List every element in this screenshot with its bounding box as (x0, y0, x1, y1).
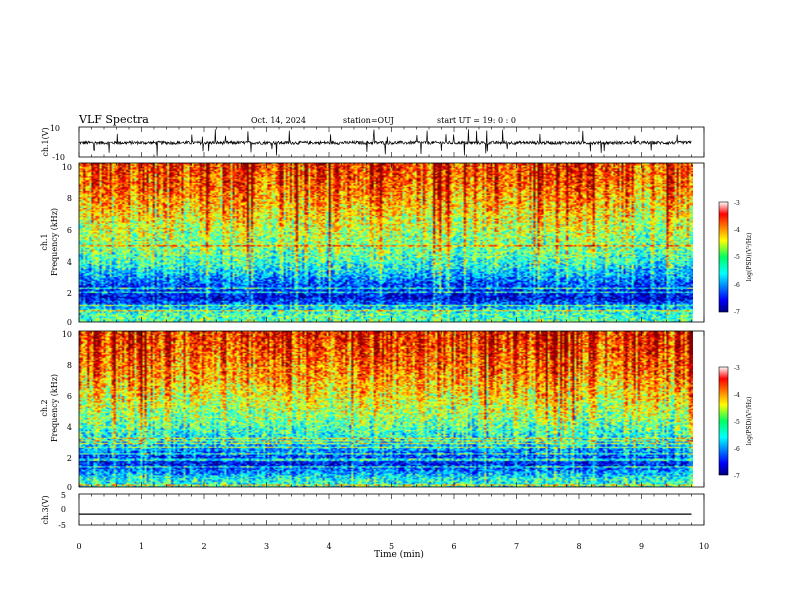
ch2-spectrogram-image (79, 331, 693, 487)
x-tick-label: 1 (139, 542, 144, 551)
x-tick-label: 6 (451, 542, 456, 551)
ch3-waveform-panel: 5 0 -5 ch.3(V) (41, 491, 705, 530)
header-date: Oct. 14, 2024 (251, 116, 306, 125)
x-tick-label: 3 (264, 542, 269, 551)
x-tick-label: 9 (639, 542, 644, 551)
ch2-freq-tick-2: 2 (67, 454, 72, 463)
header-station: station=OUJ (343, 116, 394, 125)
x-tick-label: 8 (576, 542, 581, 551)
ch2-cb-tick-m3: -3 (734, 365, 740, 372)
ch1-colorbar-label: log(PSD)(V²/Hz) (746, 233, 753, 282)
ch1-cb-tick-m4: -4 (734, 227, 740, 234)
ch1-waveform-line (78, 129, 692, 157)
ch2-freq-tick-0: 0 (67, 483, 72, 492)
x-tick-label: 2 (201, 542, 206, 551)
ch1-spectrogram-image (79, 163, 693, 322)
x-tick-labels: 0 1 2 3 4 5 6 7 8 9 10 (76, 542, 709, 551)
ch2-cb-tick-m4: -4 (734, 392, 740, 399)
ch2-spectrogram-ylabel: ch.2Frequency (kHz) (40, 374, 59, 442)
x-tick-label: 7 (514, 542, 519, 551)
x-tick-label: 4 (326, 542, 331, 551)
x-tick-label: 5 (389, 542, 394, 551)
ch1-colorbar-frame (718, 201, 729, 313)
ch1-ytick-bottom: -10 (52, 153, 65, 162)
ch1-cb-tick-m6: -6 (734, 282, 740, 289)
ch2-cb-tick-m5: -5 (734, 419, 740, 426)
ch2-freq-tick-8: 8 (67, 361, 72, 370)
ch1-ytick-top: 10 (50, 124, 60, 133)
ch2-cb-tick-m6: -6 (734, 446, 740, 453)
ch2-freq-tick-6: 6 (67, 392, 72, 401)
ch1-cb-tick-m7: -7 (734, 309, 740, 316)
ch1-colorbar (719, 202, 728, 312)
ch1-waveform-panel: 10 -10 ch.1(V) (41, 124, 705, 162)
ch2-colorbar (719, 367, 728, 475)
x-tick-label: 0 (76, 542, 81, 551)
ch1-spectrogram-panel: 10 8 6 4 2 0 ch.1Frequency (kHz) -3 -4 -… (40, 162, 753, 327)
ch2-cb-tick-m7: -7 (734, 473, 740, 480)
axis-ticks (78, 127, 705, 525)
ch3-ytick-5: 5 (61, 491, 66, 500)
x-axis-label: Time (min) (374, 549, 424, 560)
ch1-cb-tick-m5: -5 (734, 254, 740, 261)
ch1-freq-tick-4: 4 (67, 258, 72, 267)
ch1-spectrogram-ylabel: ch.1Frequency (kHz) (40, 208, 59, 276)
ch2-freq-tick-4: 4 (67, 423, 72, 432)
ch3-waveform-frame (78, 493, 705, 526)
ch2-colorbar-label: log(PSD)(V²/Hz) (746, 397, 753, 446)
ch2-freq-tick-10: 10 (62, 330, 72, 339)
ch1-freq-tick-2: 2 (67, 289, 72, 298)
header-start-time: start UT = 19: 0 : 0 (437, 116, 516, 125)
ch3-ytick-m5: -5 (58, 521, 66, 530)
x-tick-label: 10 (699, 542, 709, 551)
ch1-freq-tick-0: 0 (67, 318, 72, 327)
figure-title: VLF Spectra (78, 113, 149, 126)
ch3-waveform-ylabel: ch.3(V) (41, 495, 50, 524)
ch3-ytick-0: 0 (61, 505, 66, 514)
ch1-freq-tick-8: 8 (67, 194, 72, 203)
ch1-waveform-ylabel: ch.1(V) (41, 127, 50, 156)
ch2-colorbar-frame (718, 366, 729, 476)
ch1-freq-tick-6: 6 (67, 226, 72, 235)
ch1-cb-tick-m3: -3 (734, 200, 740, 207)
ch2-spectrogram-panel: 10 8 6 4 2 0 ch.2Frequency (kHz) -3 -4 -… (40, 330, 753, 492)
ch1-freq-tick-10: 10 (62, 163, 72, 172)
